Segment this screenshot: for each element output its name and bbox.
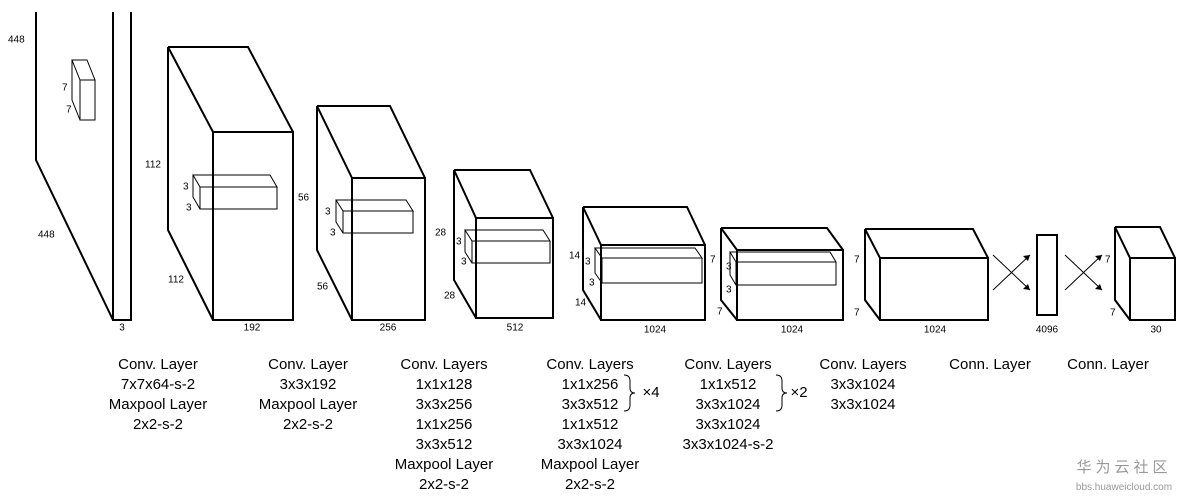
caption-line: Maxpool Layer bbox=[395, 456, 493, 473]
labels: 448 7 7 448 3 112 3 3 112 192 56 3 3 56 256 28 3 3 28 512 14… bbox=[8, 35, 1162, 493]
caption-line: 7x7x64-s-2 bbox=[121, 376, 195, 393]
caption-line: 3x3x1024 bbox=[557, 436, 622, 453]
caption-line: 1x1x256 bbox=[562, 376, 619, 393]
brace bbox=[623, 374, 636, 412]
dimension-label: 3 bbox=[726, 285, 732, 296]
caption-title: Conv. Layers bbox=[400, 356, 487, 373]
connection-arrows bbox=[992, 254, 1031, 291]
dimension-label: 3 bbox=[330, 228, 336, 239]
caption-line: 3x3x1024 bbox=[830, 396, 895, 413]
volume bbox=[864, 228, 989, 321]
dimension-label: 3 bbox=[456, 237, 462, 248]
dimension-label: 4096 bbox=[1036, 325, 1059, 336]
kernel bbox=[729, 251, 837, 286]
caption-line: 3x3x1024 bbox=[830, 376, 895, 393]
shapes bbox=[35, 12, 1176, 412]
caption-line: 1x1x512 bbox=[700, 376, 757, 393]
input-slab bbox=[35, 12, 132, 321]
caption-line: 1x1x256 bbox=[416, 416, 473, 433]
dimension-label: 56 bbox=[317, 282, 329, 293]
dimension-label: 7 bbox=[717, 307, 723, 318]
caption-line: 3x3x192 bbox=[280, 376, 337, 393]
repeat-label: ×4 bbox=[642, 384, 659, 401]
dimension-label: 3 bbox=[325, 207, 331, 218]
caption-line: 1x1x128 bbox=[416, 376, 473, 393]
caption-line: 3x3x256 bbox=[416, 396, 473, 413]
caption-title: Conv. Layer bbox=[118, 356, 198, 373]
volume bbox=[167, 46, 294, 321]
dimension-label: 3 bbox=[726, 262, 732, 273]
dimension-label: 1024 bbox=[644, 325, 667, 336]
caption-line: 2x2-s-2 bbox=[283, 416, 333, 433]
volume bbox=[720, 227, 844, 321]
volume bbox=[453, 169, 554, 319]
output-volume bbox=[1114, 226, 1176, 321]
kernel bbox=[335, 199, 414, 234]
dimension-label: 7 bbox=[66, 105, 72, 116]
repeat-label: ×2 bbox=[790, 384, 807, 401]
dimension-label: 448 bbox=[8, 35, 25, 46]
caption-line: 2x2-s-2 bbox=[419, 476, 469, 493]
brace bbox=[775, 374, 788, 412]
dimension-label: 3 bbox=[183, 182, 189, 193]
dimension-label: 112 bbox=[168, 275, 184, 286]
kernel bbox=[192, 174, 278, 210]
dimension-label: 3 bbox=[186, 203, 192, 214]
dimension-label: 28 bbox=[435, 228, 447, 239]
kernel bbox=[594, 247, 703, 284]
dimension-label: 14 bbox=[575, 298, 587, 309]
caption-line: Maxpool Layer bbox=[259, 396, 357, 413]
caption-title: Conn. Layer bbox=[949, 356, 1031, 373]
caption-line: 3x3x1024-s-2 bbox=[683, 436, 774, 453]
dimension-label: 30 bbox=[1150, 325, 1162, 336]
dimension-label: 112 bbox=[145, 160, 161, 171]
dimension-label: 7 bbox=[1105, 255, 1111, 266]
caption-line: Maxpool Layer bbox=[541, 456, 639, 473]
dimension-label: 7 bbox=[854, 308, 860, 319]
caption-title: Conv. Layers bbox=[684, 356, 771, 373]
fc-layer bbox=[1036, 234, 1058, 316]
dimension-label: 7 bbox=[710, 255, 716, 266]
dimension-label: 3 bbox=[585, 257, 591, 268]
dimension-label: 448 bbox=[38, 230, 55, 241]
dimension-label: 512 bbox=[507, 323, 524, 334]
connection-arrows bbox=[1064, 254, 1103, 291]
kernel bbox=[71, 59, 96, 121]
volume bbox=[582, 206, 706, 321]
caption-title: Conv. Layers bbox=[819, 356, 906, 373]
dimension-label: 1024 bbox=[924, 325, 947, 336]
watermark-brand: 华为云社区 bbox=[1076, 459, 1171, 476]
caption-line: 3x3x512 bbox=[562, 396, 619, 413]
dimension-label: 256 bbox=[380, 323, 397, 334]
dimension-label: 7 bbox=[1110, 308, 1116, 319]
dimension-label: 14 bbox=[569, 251, 581, 262]
caption-title: Conv. Layer bbox=[268, 356, 348, 373]
dimension-label: 28 bbox=[444, 291, 456, 302]
dimension-label: 3 bbox=[461, 257, 467, 268]
dimension-label: 1024 bbox=[781, 325, 804, 336]
dimension-label: 3 bbox=[119, 323, 125, 334]
caption-line: 3x3x1024 bbox=[695, 416, 760, 433]
caption-title: Conv. Layers bbox=[546, 356, 633, 373]
caption-line: Maxpool Layer bbox=[109, 396, 207, 413]
kernel bbox=[464, 229, 551, 264]
watermark-url: bbs.huaweicloud.com bbox=[1076, 482, 1172, 493]
dimension-label: 192 bbox=[244, 323, 261, 334]
caption-line: 3x3x512 bbox=[416, 436, 473, 453]
caption-line: 1x1x512 bbox=[562, 416, 619, 433]
caption-line: 3x3x1024 bbox=[695, 396, 760, 413]
dimension-label: 3 bbox=[589, 278, 595, 289]
volume bbox=[316, 105, 426, 321]
caption-line: 2x2-s-2 bbox=[133, 416, 183, 433]
caption-line: 2x2-s-2 bbox=[565, 476, 615, 493]
dimension-label: 7 bbox=[854, 255, 860, 266]
caption-title: Conn. Layer bbox=[1067, 356, 1149, 373]
dimension-label: 56 bbox=[298, 193, 310, 204]
dimension-label: 7 bbox=[62, 83, 68, 94]
